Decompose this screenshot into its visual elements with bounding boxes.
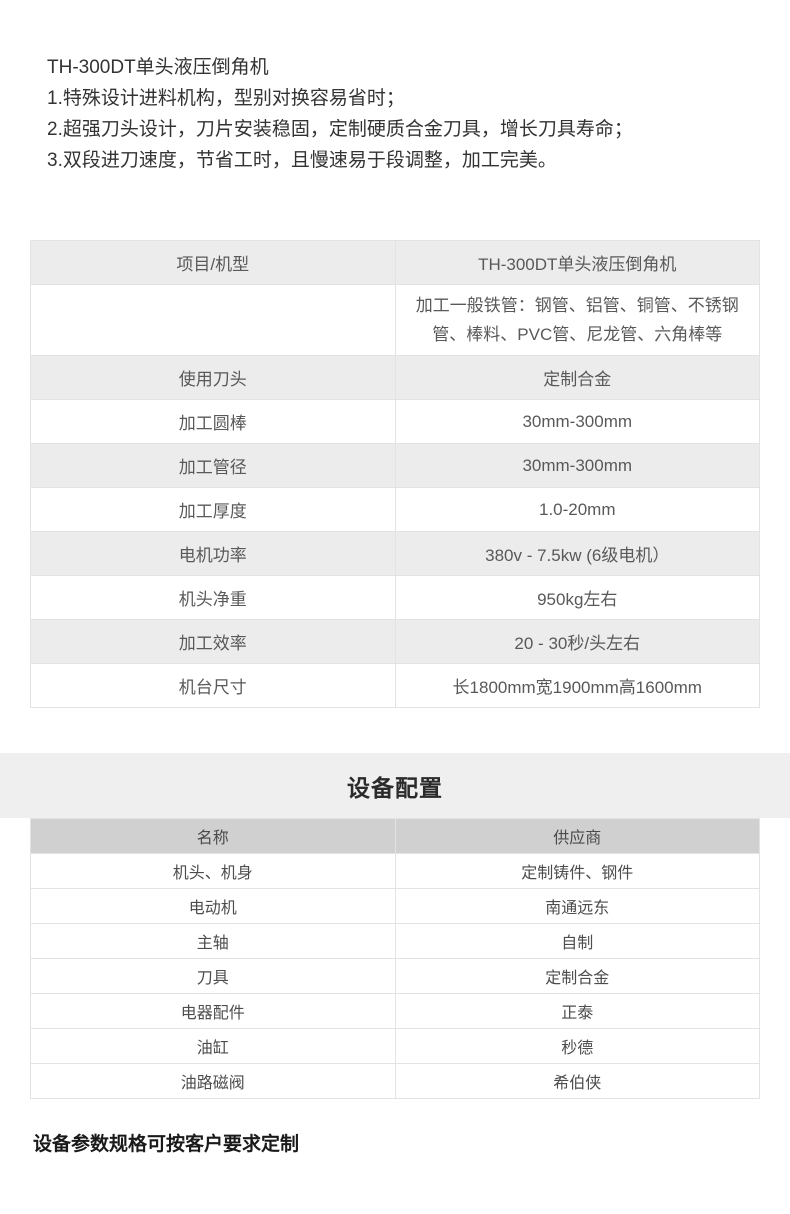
config-table-body: 机头、机身 定制铸件、钢件 电动机 南通远东 主轴 自制 刀具 定制合金 电器配… bbox=[30, 853, 760, 1099]
spec-value: 20 - 30秒/头左右 bbox=[394, 619, 760, 664]
config-row-electrical: 电器配件 正泰 bbox=[30, 993, 760, 1029]
spec-row-head-weight: 机头净重 950kg左右 bbox=[30, 575, 760, 620]
footer-note: 设备参数规格可按客户要求定制 bbox=[33, 1134, 300, 1155]
config-row-spindle: 主轴 自制 bbox=[30, 923, 760, 959]
spec-row-thickness: 加工厚度 1.0-20mm bbox=[30, 487, 760, 532]
config-supplier: 定制铸件、钢件 bbox=[394, 853, 760, 889]
config-supplier: 希伯侠 bbox=[394, 1063, 760, 1099]
config-name: 油路磁阀 bbox=[30, 1063, 396, 1099]
config-supplier: 秒德 bbox=[394, 1028, 760, 1064]
spec-row-model: 项目/机型 TH-300DT单头液压倒角机 bbox=[30, 240, 760, 285]
spec-value: 30mm-300mm bbox=[394, 443, 760, 488]
spec-label: 加工管径 bbox=[30, 443, 396, 488]
config-supplier: 南通远东 bbox=[394, 888, 760, 924]
product-title: TH-300DT单头液压倒角机 bbox=[47, 57, 269, 78]
config-name: 电动机 bbox=[30, 888, 396, 924]
spec-row-pipe-diameter: 加工管径 30mm-300mm bbox=[30, 443, 760, 488]
spec-label: 加工圆棒 bbox=[30, 399, 396, 444]
config-supplier: 正泰 bbox=[394, 993, 760, 1029]
spec-value: 30mm-300mm bbox=[394, 399, 760, 444]
spec-row-cutter: 使用刀头 定制合金 bbox=[30, 355, 760, 400]
spec-row-round-bar: 加工圆棒 30mm-300mm bbox=[30, 399, 760, 444]
spec-row-materials: 加工一般铁管：钢管、铝管、铜管、不锈钢管、棒料、PVC管、尼龙管、六角棒等 bbox=[30, 284, 760, 356]
spec-value: 定制合金 bbox=[394, 355, 760, 400]
config-table-head: 名称 供应商 bbox=[30, 818, 760, 854]
feature-line-3: 3.双段进刀速度，节省工时，且慢速易于段调整，加工完美。 bbox=[47, 150, 557, 171]
config-header-name: 名称 bbox=[30, 818, 396, 854]
config-name: 刀具 bbox=[30, 958, 396, 994]
spec-value: 长1800mm宽1900mm高1600mm bbox=[394, 663, 760, 708]
spec-value: 加工一般铁管：钢管、铝管、铜管、不锈钢管、棒料、PVC管、尼龙管、六角棒等 bbox=[394, 284, 760, 356]
feature-line-2: 2.超强刀头设计，刀片安装稳固，定制硬质合金刀具，增长刀具寿命； bbox=[47, 119, 633, 140]
config-name: 油缸 bbox=[30, 1028, 396, 1064]
spec-label: 机台尺寸 bbox=[30, 663, 396, 708]
config-header-supplier: 供应商 bbox=[394, 818, 760, 854]
spec-label bbox=[30, 284, 396, 356]
config-name: 机头、机身 bbox=[30, 853, 396, 889]
spec-label: 加工厚度 bbox=[30, 487, 396, 532]
config-header-row: 名称 供应商 bbox=[30, 818, 760, 854]
spec-label: 使用刀头 bbox=[30, 355, 396, 400]
spec-value: 380v - 7.5kw (6级电机） bbox=[394, 531, 760, 576]
spec-row-efficiency: 加工效率 20 - 30秒/头左右 bbox=[30, 619, 760, 664]
config-supplier: 自制 bbox=[394, 923, 760, 959]
feature-line-1: 1.特殊设计进料机构，型别对换容易省时； bbox=[47, 88, 405, 109]
config-name: 主轴 bbox=[30, 923, 396, 959]
spec-table: 项目/机型 TH-300DT单头液压倒角机 加工一般铁管：钢管、铝管、铜管、不锈… bbox=[30, 240, 760, 708]
spec-table-body: 项目/机型 TH-300DT单头液压倒角机 加工一般铁管：钢管、铝管、铜管、不锈… bbox=[30, 240, 760, 708]
spec-label: 电机功率 bbox=[30, 531, 396, 576]
spec-value: 950kg左右 bbox=[394, 575, 760, 620]
section-title: 设备配置 bbox=[347, 774, 443, 801]
config-table: 名称 供应商 机头、机身 定制铸件、钢件 电动机 南通远东 主轴 自制 刀具 定… bbox=[30, 818, 760, 1099]
equipment-config-banner: 设备配置 bbox=[0, 753, 790, 818]
spec-value: TH-300DT单头液压倒角机 bbox=[394, 240, 760, 285]
spec-row-motor-power: 电机功率 380v - 7.5kw (6级电机） bbox=[30, 531, 760, 576]
config-row-valve: 油路磁阀 希伯侠 bbox=[30, 1063, 760, 1099]
config-row-head-body: 机头、机身 定制铸件、钢件 bbox=[30, 853, 760, 889]
spec-label: 加工效率 bbox=[30, 619, 396, 664]
config-name: 电器配件 bbox=[30, 993, 396, 1029]
spec-label: 机头净重 bbox=[30, 575, 396, 620]
config-supplier: 定制合金 bbox=[394, 958, 760, 994]
spec-value: 1.0-20mm bbox=[394, 487, 760, 532]
config-row-cutter: 刀具 定制合金 bbox=[30, 958, 760, 994]
spec-label: 项目/机型 bbox=[30, 240, 396, 285]
config-row-motor: 电动机 南通远东 bbox=[30, 888, 760, 924]
intro-section: TH-300DT单头液压倒角机 1.特殊设计进料机构，型别对换容易省时； 2.超… bbox=[47, 52, 750, 176]
spec-row-machine-size: 机台尺寸 长1800mm宽1900mm高1600mm bbox=[30, 663, 760, 708]
config-row-cylinder: 油缸 秒德 bbox=[30, 1028, 760, 1064]
